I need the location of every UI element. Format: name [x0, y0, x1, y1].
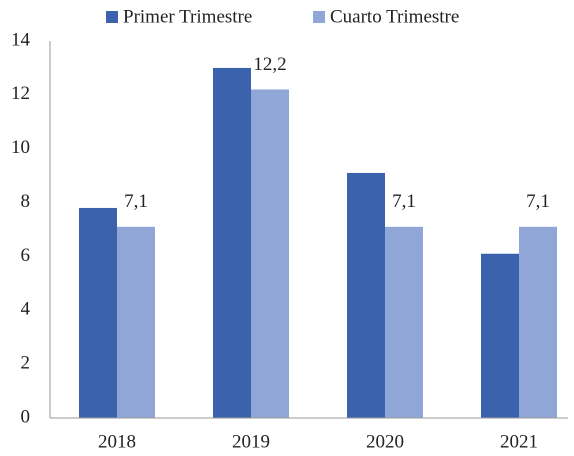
y-tick-label: 8: [21, 191, 31, 212]
legend-label: Cuarto Trimestre: [330, 6, 459, 27]
legend-swatch: [106, 11, 118, 23]
bar: [347, 172, 385, 418]
legend-label: Primer Trimestre: [123, 6, 252, 27]
y-tick-label: 6: [21, 245, 31, 266]
y-tick-label: 0: [21, 406, 31, 427]
bar: [519, 226, 557, 418]
bar: [117, 226, 155, 418]
value-label: 7,1: [124, 191, 148, 212]
x-tick-label: 2018: [98, 431, 136, 452]
bar: [385, 226, 423, 418]
x-tick-label: 2019: [232, 431, 270, 452]
y-tick-label: 14: [11, 29, 31, 50]
bar: [79, 207, 117, 418]
y-tick-label: 2: [21, 353, 31, 374]
y-tick-label: 10: [11, 137, 30, 158]
x-tick-label: 2020: [366, 431, 404, 452]
bar: [481, 253, 519, 418]
x-tick-label: 2021: [500, 431, 538, 452]
bar: [213, 67, 251, 418]
y-tick-label: 4: [21, 299, 31, 320]
value-label: 7,1: [392, 191, 416, 212]
bar: [251, 89, 289, 418]
value-label: 12,2: [253, 54, 286, 75]
y-tick-label: 12: [11, 83, 30, 104]
value-label: 7,1: [526, 191, 550, 212]
legend-swatch: [313, 11, 325, 23]
